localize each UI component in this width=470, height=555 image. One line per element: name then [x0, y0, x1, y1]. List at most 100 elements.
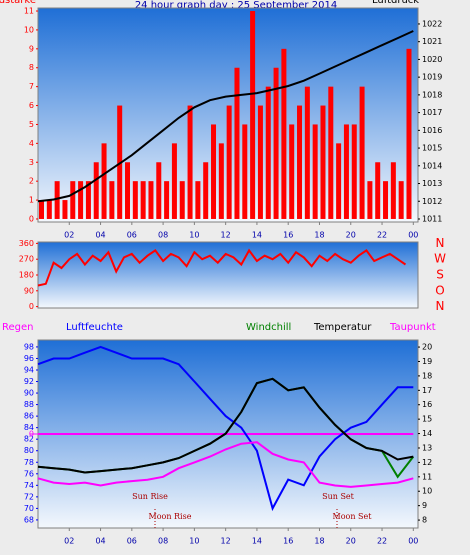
y2-tick-label: 1014 [422, 161, 442, 170]
legend-label: Taupunkt [389, 322, 436, 333]
wind-bar [203, 162, 209, 219]
wind-bar [164, 181, 170, 219]
wind-bar [85, 181, 91, 219]
y-tick-label: 70 [24, 504, 34, 513]
wind-bar [289, 124, 295, 219]
compass-label: N [436, 299, 445, 313]
y2-tick-label: 1011 [422, 214, 442, 223]
y2-tick-label: 13 [422, 443, 432, 452]
wind-bar [359, 86, 365, 219]
y-tick-label: 4 [29, 139, 34, 148]
y2-tick-label: 9 [422, 501, 427, 510]
y2-tick-label: 1012 [422, 197, 442, 206]
x-tick-label: 10 [189, 231, 199, 240]
y2-tick-label: 16 [422, 400, 432, 409]
wind-bar [156, 162, 162, 219]
wind-bar [54, 181, 60, 219]
wind-bar [78, 181, 84, 219]
x-tick-label: 16 [283, 537, 293, 546]
wind-bar [343, 124, 349, 219]
y2-tick-label: 14 [422, 429, 432, 438]
y-tick-label: 88 [24, 400, 34, 409]
series-line [37, 377, 414, 474]
wind-bar [250, 11, 256, 219]
y-tick-label: 78 [24, 458, 34, 467]
y2-tick-label: 10 [422, 487, 432, 496]
wind-bar [109, 181, 115, 219]
legend-label: Temperatur [313, 322, 372, 333]
wind-bar [312, 124, 318, 219]
x-tick-label: 04 [95, 537, 105, 546]
wind-bar [70, 181, 76, 219]
y-tick-label: 5 [29, 120, 34, 129]
y2-tick-label: 1018 [422, 90, 442, 99]
plot-area [37, 241, 419, 309]
y-tick-label: 1 [29, 196, 34, 205]
annotation: Sun Set [322, 492, 355, 501]
x-tick-label: 10 [189, 537, 199, 546]
y2-tick-label: 12 [422, 458, 432, 467]
wind-bar [336, 143, 342, 219]
wind-bar [273, 67, 279, 219]
y-tick-label: 96 [24, 354, 34, 363]
wind-bar [406, 48, 412, 219]
wind-bar [265, 86, 271, 219]
wind-bar [125, 162, 131, 219]
legend-label: Luftdruck [372, 0, 419, 6]
y2-tick-label: 15 [422, 415, 432, 424]
series-line [37, 441, 414, 488]
compass-label: N [436, 236, 445, 250]
y2-tick-label: 18 [422, 371, 432, 380]
legend-label: Windchill [246, 322, 291, 333]
wind-bar [281, 48, 287, 219]
y-tick-label: 82 [24, 435, 34, 444]
x-tick-label: 06 [127, 537, 137, 546]
legend-label: Windstärke [0, 0, 36, 6]
y-tick-label: 86 [24, 412, 34, 421]
series-line [37, 30, 414, 203]
y2-tick-label: 1017 [422, 108, 442, 117]
x-tick-label: 08 [158, 537, 168, 546]
y-tick-label: 74 [24, 481, 34, 490]
wind-bar [148, 181, 154, 219]
wind-bar [132, 181, 138, 219]
wind-bar [383, 181, 389, 219]
x-tick-label: 12 [221, 537, 231, 546]
y-tick-label: 98 [24, 342, 34, 351]
series-line [37, 345, 414, 512]
y-tick-label: 92 [24, 377, 34, 386]
series-line [37, 248, 407, 287]
y-tick-label: 360 [19, 239, 34, 248]
y-tick-label: 3 [29, 158, 34, 167]
x-tick-label: 16 [283, 231, 293, 240]
annotation: Sun Rise [132, 492, 168, 501]
y-tick-label: 90 [24, 389, 34, 398]
y2-tick-label: 8 [422, 516, 427, 525]
x-tick-label: 14 [252, 231, 262, 240]
wind-bar [257, 105, 263, 219]
y2-tick-label: 1020 [422, 55, 442, 64]
y-tick-label: 2 [29, 177, 34, 186]
wind-bar [101, 143, 107, 219]
y2-tick-label: 20 [422, 343, 432, 352]
legend-label: Regen [2, 322, 34, 333]
wind-bar [375, 162, 381, 219]
wind-bar [179, 181, 185, 219]
y-tick-label: 180 [19, 271, 34, 280]
y-tick-label: 84 [24, 423, 34, 432]
wind-bar [304, 86, 310, 219]
y2-tick-label: 1016 [422, 126, 442, 135]
x-tick-label: 14 [252, 537, 262, 546]
compass-label: S [436, 268, 444, 282]
y2-tick-label: 1022 [422, 19, 442, 28]
wind-bar [398, 181, 404, 219]
y2-tick-label: 1021 [422, 37, 442, 46]
x-tick-label: 12 [221, 231, 231, 240]
y-tick-label: 9 [29, 44, 34, 53]
x-tick-label: 04 [95, 231, 105, 240]
y-tick-label: 10 [24, 25, 34, 34]
y2-tick-label: 1015 [422, 144, 442, 153]
wind-bar [218, 143, 224, 219]
legend-label: Luftfeuchte [66, 322, 123, 333]
